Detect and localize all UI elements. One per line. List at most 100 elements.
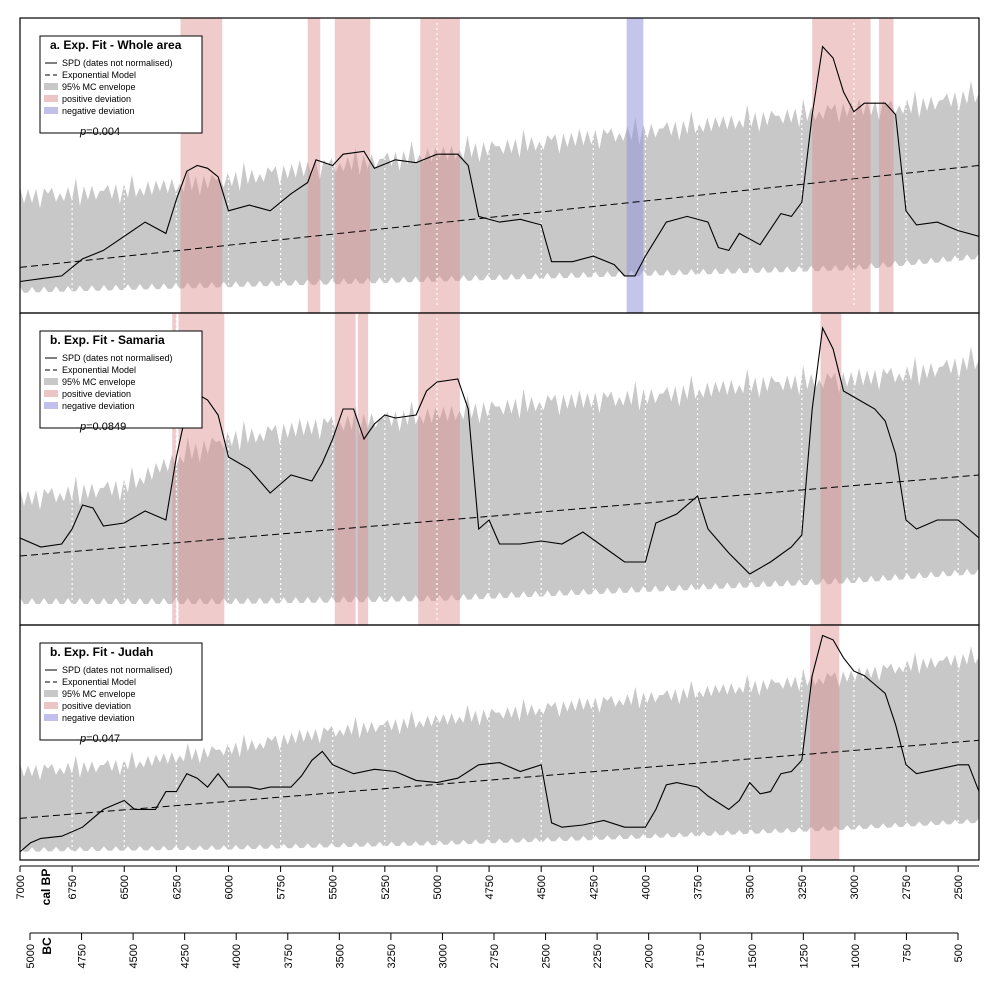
legend-box — [39, 330, 203, 429]
positive-deviation-6 — [878, 18, 894, 313]
tick-label-bp-3000: 3000 — [849, 875, 861, 899]
legend: b. Exp. Fit - Samaria SPD (dates not norm… — [39, 330, 203, 429]
axis-cal-bp: cal BP 7000 6750 6500 6250 6000 5750 5500 5250 5… — [15, 865, 979, 906]
panel-2: b. Exp. Fit - Samaria SPD (dates not norm… — [19, 312, 980, 626]
axis-cal-bp-label: cal BP — [39, 869, 53, 906]
axis-bc-label: BC — [40, 937, 54, 955]
panel-title: a. Exp. Fit - Whole area — [50, 38, 182, 52]
legend-entry: positive deviation — [62, 389, 131, 399]
positive-deviation-5 — [812, 18, 871, 313]
tick-label-bc-1250: 1250 — [798, 944, 810, 968]
tick-label-bp-5000: 5000 — [432, 875, 444, 899]
tick-label-bc-5000: 5000 — [25, 944, 37, 968]
spd-line — [20, 634, 979, 853]
mc-envelope — [20, 346, 979, 604]
exponential-model-line — [20, 165, 979, 268]
panel-frame — [19, 624, 980, 861]
p-value: p=0.004 — [79, 126, 120, 138]
negative-deviation-1 — [626, 18, 644, 313]
legend-entry: negative deviation — [62, 713, 135, 723]
panel-plot-area — [20, 18, 979, 313]
positive-deviation-6 — [820, 313, 842, 625]
legend-entry: SPD (dates not normalised) — [62, 353, 173, 363]
tick-label-bc-3750: 3750 — [283, 944, 295, 968]
tick-label-bc-2500: 2500 — [541, 944, 553, 968]
panel-1: a. Exp. Fit - Whole area SPD (dates not n… — [19, 17, 980, 314]
axis-bc: BC 5000 4750 4500 4250 4000 3750 3500 3250 3000 2… — [25, 932, 965, 968]
tick-label-bc-1750: 1750 — [695, 944, 707, 968]
legend-entry: negative deviation — [62, 106, 135, 116]
mc-envelope — [20, 80, 979, 293]
tick-label-bp-6750: 6750 — [67, 875, 79, 899]
p-value-number: =0.047 — [86, 733, 120, 745]
tick-label-bc-4500: 4500 — [128, 944, 140, 968]
tick-label-bp-2500: 2500 — [953, 875, 965, 899]
tick-label-bc-4000: 4000 — [231, 944, 243, 968]
legend-swatch-envelope — [44, 690, 58, 697]
exponential-model-line — [20, 739, 979, 819]
p-value-number: =0.0849 — [86, 421, 126, 433]
positive-deviation-3 — [334, 313, 356, 625]
tick-label-bp-6250: 6250 — [171, 875, 183, 899]
legend-entry: negative deviation — [62, 401, 135, 411]
legend-entry: positive deviation — [62, 94, 131, 104]
legend-entry: 95% MC envelope — [62, 689, 136, 699]
tick-label-bp-3250: 3250 — [797, 875, 809, 899]
p-value: p=0.047 — [79, 733, 120, 745]
tick-label-bc-2250: 2250 — [592, 944, 604, 968]
legend: a. Exp. Fit - Whole area SPD (dates not n… — [39, 35, 203, 134]
spd-line — [20, 45, 979, 283]
panel-title: b. Exp. Fit - Samaria — [50, 333, 165, 347]
p-value-symbol: p — [79, 733, 86, 745]
legend-entry: SPD (dates not normalised) — [62, 665, 173, 675]
positive-deviation-4 — [420, 18, 460, 313]
tick-label-bp-5750: 5750 — [276, 875, 288, 899]
tick-label-bp-7000: 7000 — [15, 875, 27, 899]
tick-label-bc-3250: 3250 — [386, 944, 398, 968]
exponential-model-line — [20, 474, 979, 557]
tick-label-bp-6000: 6000 — [223, 875, 235, 899]
legend-entry: Exponential Model — [62, 70, 136, 80]
tick-label-bp-5500: 5500 — [328, 875, 340, 899]
tick-label-bc-4250: 4250 — [180, 944, 192, 968]
legend-swatch-positive — [44, 95, 58, 102]
positive-deviation-5 — [418, 313, 460, 625]
legend-swatch-negative — [44, 402, 58, 409]
legend-swatch-envelope — [44, 378, 58, 385]
legend-entry: positive deviation — [62, 701, 131, 711]
legend-entry: Exponential Model — [62, 677, 136, 687]
tick-label-bc-3000: 3000 — [437, 944, 449, 968]
legend-swatch-negative — [44, 714, 58, 721]
tick-label-bc-2000: 2000 — [644, 944, 656, 968]
legend-swatch-positive — [44, 390, 58, 397]
legend-box — [39, 642, 203, 741]
legend-entry: 95% MC envelope — [62, 82, 136, 92]
tick-label-bc-2750: 2750 — [489, 944, 501, 968]
tick-label-bc-4750: 4750 — [77, 944, 89, 968]
p-value-symbol: p — [79, 126, 86, 138]
p-value-symbol: p — [79, 421, 86, 433]
tick-label-bc-1000: 1000 — [850, 944, 862, 968]
tick-label-bp-2750: 2750 — [901, 875, 913, 899]
positive-deviation-1 — [810, 625, 840, 860]
tick-label-bp-4500: 4500 — [536, 875, 548, 899]
positive-deviation-4 — [357, 313, 369, 625]
p-value: p=0.0849 — [79, 421, 126, 433]
tick-label-bc-500: 500 — [953, 944, 965, 962]
legend-swatch-positive — [44, 702, 58, 709]
positive-deviation-3 — [334, 18, 371, 313]
tick-label-bp-4750: 4750 — [484, 875, 496, 899]
tick-label-bp-4250: 4250 — [588, 875, 600, 899]
panel-3: b. Exp. Fit - Judah SPD (dates not normal… — [19, 624, 980, 861]
legend-entry: SPD (dates not normalised) — [62, 58, 173, 68]
tick-label-bc-750: 750 — [901, 944, 913, 962]
panel-plot-area — [20, 625, 979, 860]
tick-label-bp-3750: 3750 — [693, 875, 705, 899]
tick-label-bc-3500: 3500 — [334, 944, 346, 968]
legend-entry: 95% MC envelope — [62, 377, 136, 387]
legend: b. Exp. Fit - Judah SPD (dates not normal… — [39, 642, 203, 741]
tick-label-bp-5250: 5250 — [380, 875, 392, 899]
legend-swatch-envelope — [44, 83, 58, 90]
legend-entry: Exponential Model — [62, 365, 136, 375]
